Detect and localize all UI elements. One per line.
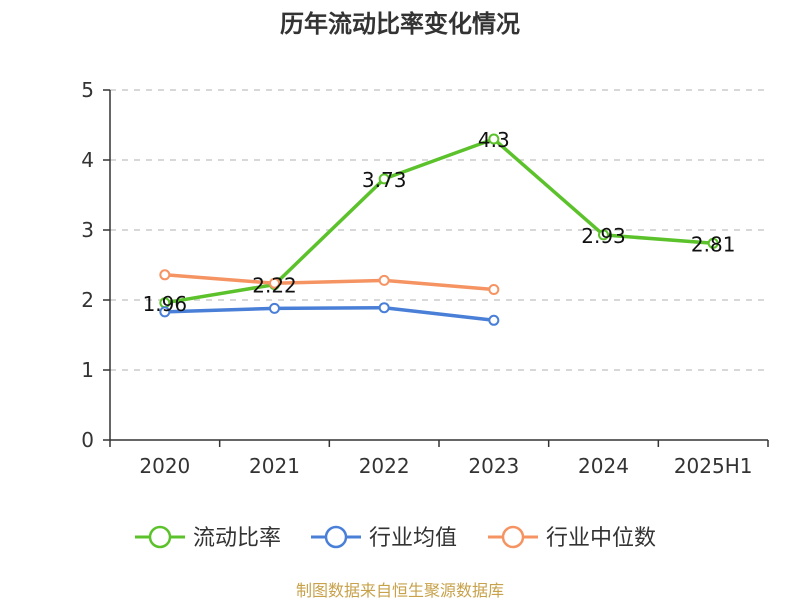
x-tick-label: 2022 [359, 454, 410, 478]
y-tick-label: 0 [81, 428, 94, 452]
y-tick-label: 1 [81, 358, 94, 382]
legend-item-series-industry-median[interactable]: 行业中位数 [488, 525, 656, 551]
legend-swatch-marker [148, 525, 172, 549]
legend-swatch-marker [324, 525, 348, 549]
data-label: 2.93 [581, 224, 626, 248]
legend-item-series-current-ratio[interactable]: 流动比率 [135, 525, 281, 551]
series-current-ratio-point [378, 173, 390, 185]
y-tick-label: 3 [81, 218, 94, 242]
x-tick-label: 2023 [468, 454, 519, 478]
legend-label: 行业中位数 [546, 526, 656, 551]
grid-lines [110, 89, 768, 371]
series-industry-median-point [488, 284, 500, 295]
axes: 0 1 2 3 4 5 2020 2021 2022 2023 2024 2025H1 [81, 78, 769, 478]
data-label: 2.81 [691, 232, 736, 256]
series-industry-median-point [269, 277, 280, 289]
x-tick-label: 2024 [578, 454, 629, 478]
series-industry-mean-point [159, 306, 171, 318]
data-label: 2.22 [252, 274, 297, 298]
series-current-ratio-point [488, 133, 500, 145]
legend-label: 行业均值 [369, 526, 457, 551]
series-current-ratio-line [163, 137, 715, 305]
series-lines [159, 133, 719, 326]
y-tick-label: 5 [81, 78, 94, 102]
y-tick-label: 4 [81, 148, 94, 172]
legend-label: 流动比率 [193, 526, 281, 551]
source-note: 制图数据来自恒生聚源数据库 [296, 581, 504, 600]
series-industry-mean-point [269, 302, 280, 314]
series-current-ratio-point [598, 229, 609, 241]
series-current-ratio-point [707, 237, 719, 249]
x-tick-label: 2021 [249, 454, 300, 478]
x-tick-label: 2025H1 [674, 454, 753, 478]
legend: 流动比率 行业均值 行业中位数 [135, 525, 656, 551]
legend-item-series-industry-mean[interactable]: 行业均值 [311, 525, 457, 551]
y-tick-label: 2 [81, 288, 94, 312]
series-industry-median-point [159, 269, 171, 281]
data-label: 1.96 [143, 292, 188, 316]
data-label: 3.73 [362, 168, 407, 192]
data-label: 4.3 [478, 128, 510, 152]
legend-swatch-marker [501, 525, 525, 549]
series-industry-median-line [163, 273, 496, 292]
x-tick-label: 2020 [139, 454, 190, 478]
series-industry-median-point [378, 274, 390, 286]
data-labels: 1.96 2.22 3.73 4.3 2.93 2.81 [143, 128, 736, 316]
series-industry-mean-point [378, 302, 390, 314]
chart-title: 历年流动比率变化情况 [280, 10, 520, 38]
series-industry-mean-point [488, 314, 500, 326]
series-industry-mean-line [163, 305, 496, 323]
